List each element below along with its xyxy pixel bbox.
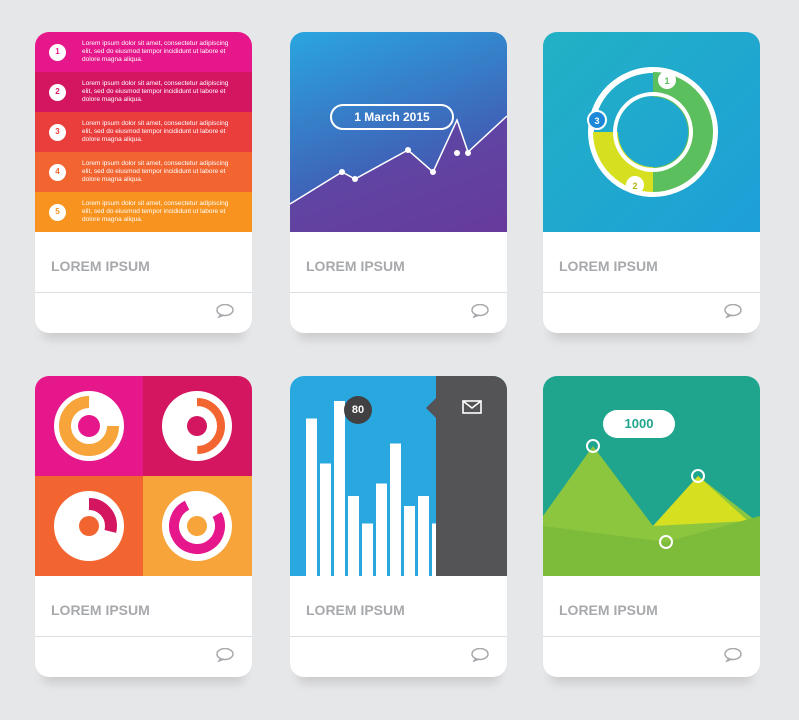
card-mountain-chart[interactable]: 1000 LOREM IPSUM bbox=[543, 376, 760, 677]
divider bbox=[35, 636, 252, 637]
bar bbox=[348, 496, 359, 576]
card-title: LOREM IPSUM bbox=[306, 602, 405, 618]
comment-icon[interactable] bbox=[216, 648, 234, 662]
item-text: Lorem ipsum dolor sit amet, consectetur … bbox=[82, 120, 229, 143]
divider bbox=[290, 636, 507, 637]
value-badge: 1000 bbox=[603, 410, 675, 438]
card-line-chart[interactable]: 1 March 2015 LOREM IPSUM bbox=[290, 32, 507, 333]
card-title: LOREM IPSUM bbox=[51, 258, 150, 274]
comment-icon[interactable] bbox=[724, 304, 742, 318]
divider bbox=[543, 292, 760, 293]
card-list[interactable]: 1 Lorem ipsum dolor sit amet, consectetur… bbox=[35, 32, 252, 333]
bar bbox=[404, 506, 415, 576]
item-text: Lorem ipsum dolor sit amet, consectetur … bbox=[82, 80, 229, 103]
bar bbox=[418, 496, 429, 576]
card-bar-chart[interactable]: 80 LOREM IPSUM bbox=[290, 376, 507, 677]
line-chart: 1 March 2015 bbox=[290, 32, 507, 232]
date-label: 1 March 2015 bbox=[330, 104, 454, 130]
comment-icon[interactable] bbox=[471, 304, 489, 318]
card-title: LOREM IPSUM bbox=[559, 602, 658, 618]
comment-icon[interactable] bbox=[216, 304, 234, 318]
item-number: 5 bbox=[49, 203, 66, 221]
envelope-icon[interactable] bbox=[462, 400, 482, 414]
card-title: LOREM IPSUM bbox=[306, 258, 405, 274]
bar bbox=[390, 443, 401, 576]
segment-label: 1 bbox=[664, 76, 669, 86]
mountain-chart: 1000 bbox=[543, 376, 760, 576]
item-text: Lorem ipsum dolor sit amet, consectetur … bbox=[82, 200, 229, 223]
bar bbox=[334, 401, 345, 576]
card-quad-donuts[interactable]: LOREM IPSUM bbox=[35, 376, 252, 677]
quad-donuts bbox=[35, 376, 252, 576]
divider bbox=[35, 292, 252, 293]
item-text: Lorem ipsum dolor sit amet, consectetur … bbox=[82, 40, 229, 63]
bar bbox=[306, 418, 317, 576]
bar-chart: 80 bbox=[290, 376, 507, 576]
item-text: Lorem ipsum dolor sit amet, consectetur … bbox=[82, 160, 229, 183]
bar bbox=[320, 463, 331, 576]
bar bbox=[376, 483, 387, 576]
list-item: 5 Lorem ipsum dolor sit amet, consectetur… bbox=[35, 192, 252, 232]
item-number: 2 bbox=[49, 83, 66, 101]
list-item: 4 Lorem ipsum dolor sit amet, consectetur… bbox=[35, 152, 252, 192]
segment-label: 2 bbox=[632, 181, 637, 191]
divider bbox=[543, 636, 760, 637]
card-title: LOREM IPSUM bbox=[51, 602, 150, 618]
divider bbox=[290, 292, 507, 293]
item-number: 3 bbox=[49, 123, 66, 141]
value-badge: 80 bbox=[344, 396, 372, 424]
numbered-list: 1 Lorem ipsum dolor sit amet, consectetur… bbox=[35, 32, 252, 232]
comment-icon[interactable] bbox=[724, 648, 742, 662]
card-title: LOREM IPSUM bbox=[559, 258, 658, 274]
list-item: 2 Lorem ipsum dolor sit amet, consectetur… bbox=[35, 72, 252, 112]
item-number: 1 bbox=[49, 43, 66, 61]
card-donut-chart[interactable]: 1 2 3 LOREM IPSUM bbox=[543, 32, 760, 333]
comment-icon[interactable] bbox=[471, 648, 489, 662]
segment-label: 3 bbox=[594, 116, 599, 126]
list-item: 1 Lorem ipsum dolor sit amet, consectetur… bbox=[35, 32, 252, 72]
list-item: 3 Lorem ipsum dolor sit amet, consectetur… bbox=[35, 112, 252, 152]
item-number: 4 bbox=[49, 163, 66, 181]
donut-chart: 1 2 3 bbox=[543, 32, 760, 232]
bar bbox=[362, 523, 373, 576]
